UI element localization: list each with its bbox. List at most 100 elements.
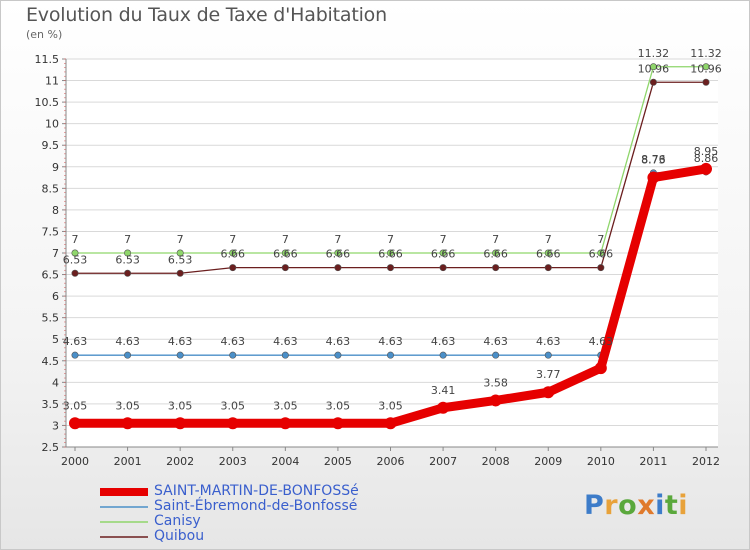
y-tick-label: 4: [52, 376, 59, 389]
data-label: 6.66: [589, 248, 614, 261]
data-label: 8.95: [694, 145, 719, 158]
logo-letter: P: [584, 490, 605, 521]
y-tick-label: 10.5: [35, 96, 60, 109]
chart-subtitle: (en %): [26, 28, 63, 41]
data-point-saint-martin: [542, 386, 555, 399]
x-tick-label: 2003: [219, 455, 247, 468]
data-label: 11.32: [690, 47, 722, 60]
data-label: 3.05: [115, 399, 140, 412]
data-point-saint-ebremond: [71, 351, 79, 359]
data-label: 3.05: [378, 399, 403, 412]
data-point-quibou: [492, 264, 500, 272]
data-label: 4.63: [63, 335, 88, 348]
logo-letter: t: [664, 490, 679, 521]
data-point-canisy: [281, 249, 289, 257]
x-tick-label: 2011: [639, 455, 667, 468]
data-label: 6.53: [168, 253, 193, 266]
data-point-canisy: [229, 249, 237, 257]
data-point-quibou: [386, 264, 394, 272]
data-label: 7: [545, 233, 552, 246]
data-point-quibou: [544, 264, 552, 272]
data-point-canisy: [649, 63, 657, 71]
data-point-saint-martin: [331, 417, 344, 430]
legend-label-quibou: Quibou: [154, 528, 205, 544]
data-label: 3.41: [431, 384, 456, 397]
data-point-quibou: [439, 264, 447, 272]
y-tick-label: 6: [52, 290, 59, 303]
data-label: 3.05: [273, 399, 298, 412]
data-label: 10.96: [638, 62, 670, 75]
data-label: 3.58: [483, 376, 508, 389]
data-point-quibou: [71, 269, 79, 277]
data-point-saint-martin: [647, 171, 660, 184]
logo-letter: r: [604, 490, 619, 521]
legend-swatch-quibou: [100, 535, 148, 538]
x-tick-label: 2002: [166, 455, 194, 468]
x-tick-label: 2001: [114, 455, 142, 468]
data-label: 4.63: [536, 335, 561, 348]
y-tick-label: 8: [52, 204, 59, 217]
data-label: 6.53: [115, 253, 140, 266]
proxiti-logo: Proxiti: [584, 490, 688, 521]
x-tick-label: 2007: [429, 455, 457, 468]
data-label: 6.53: [63, 253, 88, 266]
data-point-quibou: [281, 264, 289, 272]
data-point-saint-martin: [700, 162, 712, 175]
y-tick-label: 5.5: [42, 312, 60, 325]
x-tick-label: 2009: [534, 455, 562, 468]
data-point-canisy: [71, 249, 79, 257]
y-tick-label: 7.5: [42, 225, 60, 238]
data-point-quibou: [176, 269, 184, 277]
data-point-canisy: [597, 249, 605, 257]
data-label: 3.05: [221, 399, 246, 412]
data-label: 7: [387, 233, 394, 246]
data-label: 7: [177, 233, 184, 246]
data-point-saint-martin: [437, 401, 450, 414]
data-point-saint-martin: [489, 394, 502, 407]
data-label: 6.66: [378, 248, 403, 261]
y-tick-label: 8.5: [42, 182, 60, 195]
y-tick-label: 7: [52, 247, 59, 260]
data-point-saint-martin: [594, 362, 607, 375]
data-point-canisy: [334, 249, 342, 257]
x-tick-label: 2005: [324, 455, 352, 468]
data-point-canisy: [124, 249, 132, 257]
data-point-saint-martin: [384, 417, 397, 430]
data-point-quibou: [702, 78, 710, 86]
data-point-saint-martin: [121, 417, 134, 430]
logo-letter: x: [637, 490, 656, 521]
data-point-quibou: [649, 78, 657, 86]
y-tick-label: 11.5: [35, 53, 60, 66]
data-point-saint-ebremond: [492, 351, 500, 359]
data-label: 7: [492, 233, 499, 246]
data-point-saint-ebremond: [386, 351, 394, 359]
y-tick-label: 3: [52, 419, 59, 432]
data-label: 3.05: [63, 399, 88, 412]
data-label: 6.66: [536, 248, 561, 261]
data-point-quibou: [124, 269, 132, 277]
data-point-quibou: [229, 264, 237, 272]
data-point-saint-martin: [174, 417, 187, 430]
data-label: 7: [229, 233, 236, 246]
x-tick-label: 2012: [692, 455, 720, 468]
data-point-canisy: [492, 249, 500, 257]
legend-label-canisy: Canisy: [154, 513, 201, 529]
x-tick-label: 2010: [587, 455, 615, 468]
legend-swatch-canisy: [100, 520, 148, 523]
x-tick-label: 2000: [61, 455, 89, 468]
data-label: 6.66: [221, 248, 246, 261]
y-tick-label: 10: [45, 118, 59, 131]
x-tick-label: 2006: [377, 455, 405, 468]
data-label: 4.63: [483, 335, 508, 348]
data-point-canisy: [544, 249, 552, 257]
data-point-saint-ebremond: [281, 351, 289, 359]
data-label: 4.63: [431, 335, 456, 348]
logo-letter: i: [678, 490, 689, 521]
data-point-canisy: [176, 249, 184, 257]
data-point-saint-ebremond: [124, 351, 132, 359]
y-tick-label: 3.5: [42, 398, 60, 411]
data-label: 6.66: [483, 248, 508, 261]
x-tick-label: 2004: [271, 455, 299, 468]
logo-letter: i: [655, 490, 665, 521]
data-point-quibou: [597, 264, 605, 272]
